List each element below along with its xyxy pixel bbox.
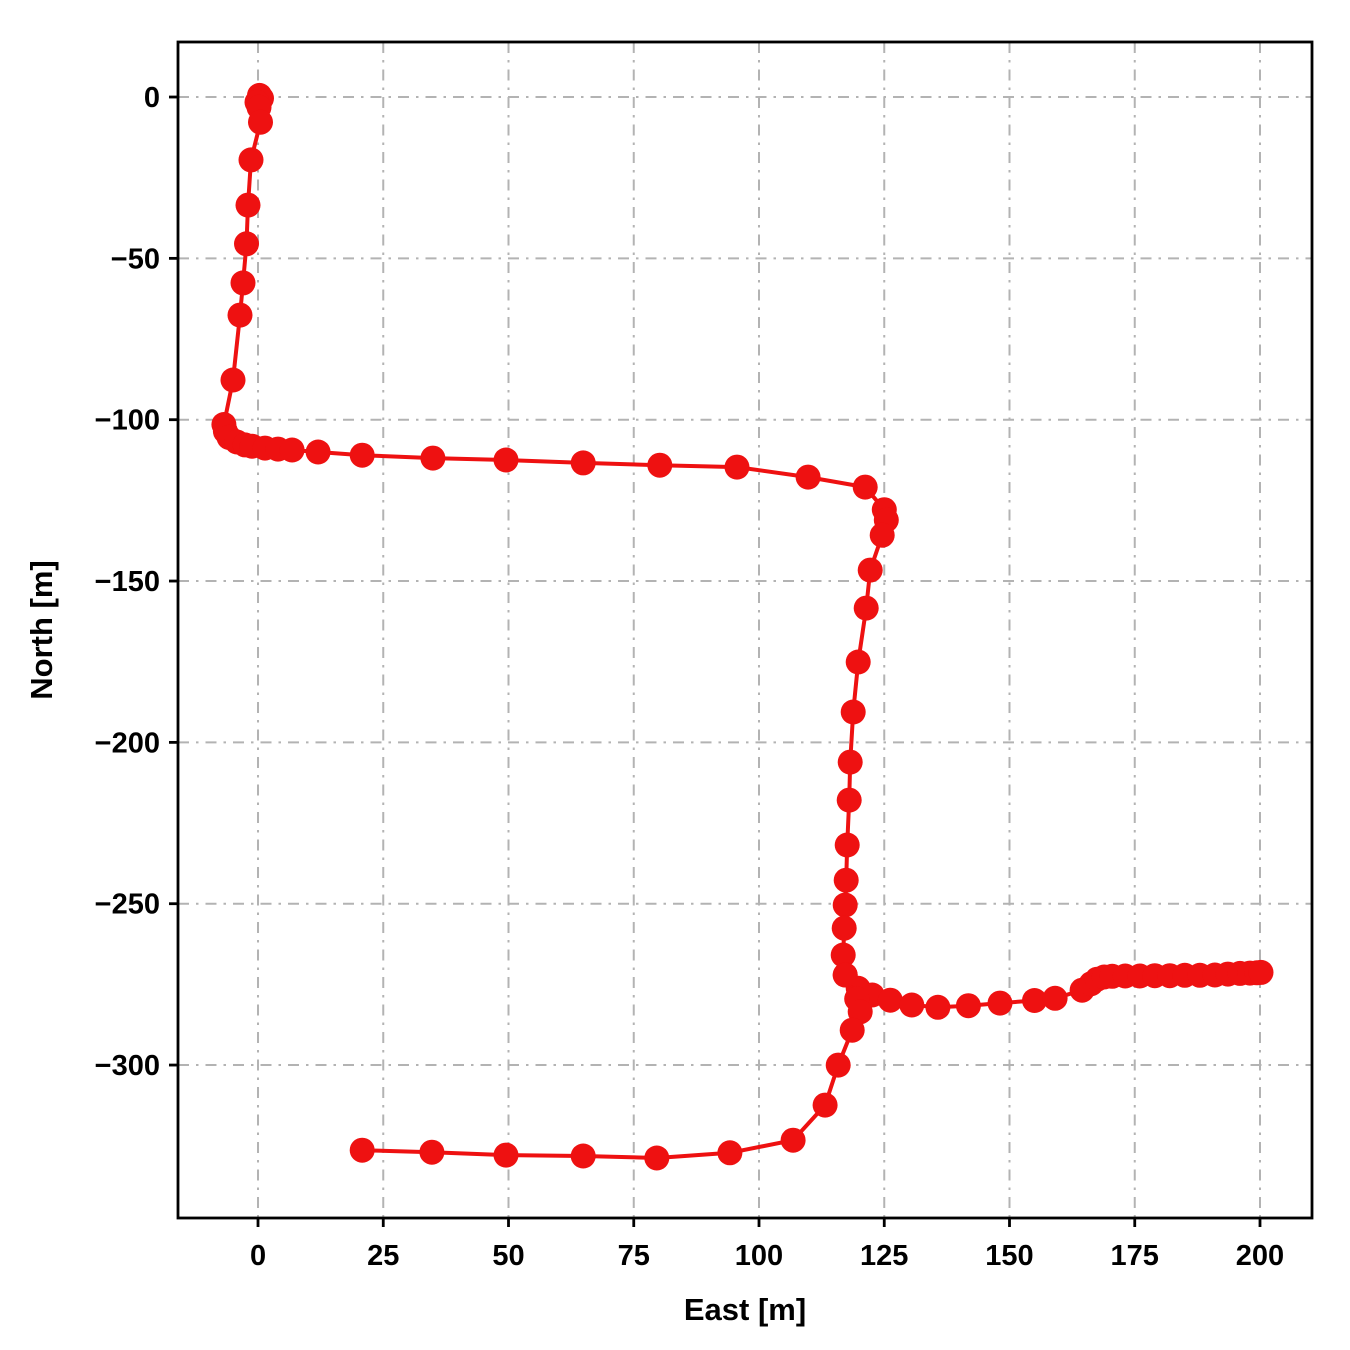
data-point [1248,959,1274,985]
data-point [877,987,903,1013]
data-point [724,454,750,480]
x-tick-label: 0 [250,1240,266,1272]
data-point [831,915,857,941]
data-point [812,1092,838,1118]
x-tick-label: 150 [985,1240,1033,1272]
data-point [840,699,866,725]
data-point [825,1052,851,1078]
data-point [852,474,878,500]
data-point [349,442,375,468]
x-tick-label: 50 [492,1240,524,1272]
data-point [349,1137,375,1163]
data-point [830,942,856,968]
data-point [955,993,981,1019]
x-axis-label: East [m] [684,1292,806,1327]
data-point [1022,988,1047,1013]
data-point [832,962,858,988]
data-point [234,231,259,257]
data-point [248,109,273,135]
data-point [717,1140,743,1166]
y-axis-label: North [m] [24,560,59,699]
data-point [836,787,862,813]
data-point [647,452,673,478]
data-point [833,867,859,893]
data-point [845,649,871,675]
data-point [419,1139,445,1165]
y-tick-label: −300 [95,1050,160,1082]
data-point [238,147,264,173]
data-point [795,464,821,490]
data-point [235,192,261,218]
x-tick-label: 125 [860,1240,908,1272]
x-tick-label: 200 [1236,1240,1284,1272]
data-point [857,557,883,583]
data-point [493,1142,519,1168]
y-tick-label: −50 [111,243,160,275]
data-point [644,1145,670,1171]
data-point [837,749,863,775]
data-point [839,1017,865,1043]
data-point [227,302,253,328]
data-point [925,994,951,1020]
data-point [279,437,305,463]
data-point [305,439,331,465]
data-point [493,447,519,473]
data-point [899,992,925,1018]
data-point [220,367,246,393]
y-tick-label: 0 [144,82,160,114]
data-point [780,1127,806,1153]
y-tick-label: −150 [95,566,160,598]
data-point [570,1143,596,1169]
x-tick-label: 175 [1111,1240,1159,1272]
y-tick-label: −200 [95,727,160,759]
data-point [832,892,858,918]
x-tick-label: 25 [367,1240,399,1272]
data-point [869,522,895,548]
data-point [420,445,446,471]
data-point [230,270,256,296]
y-tick-label: −250 [95,889,160,921]
data-point [853,595,879,621]
data-layer [211,82,1274,1171]
axes-spines [176,40,1314,1220]
data-point [570,450,596,476]
data-point [834,832,860,858]
data-point [987,990,1013,1016]
data-point [1042,985,1068,1011]
x-tick-label: 100 [735,1240,783,1272]
x-tick-label: 75 [618,1240,650,1272]
y-tick-label: −100 [95,405,160,437]
